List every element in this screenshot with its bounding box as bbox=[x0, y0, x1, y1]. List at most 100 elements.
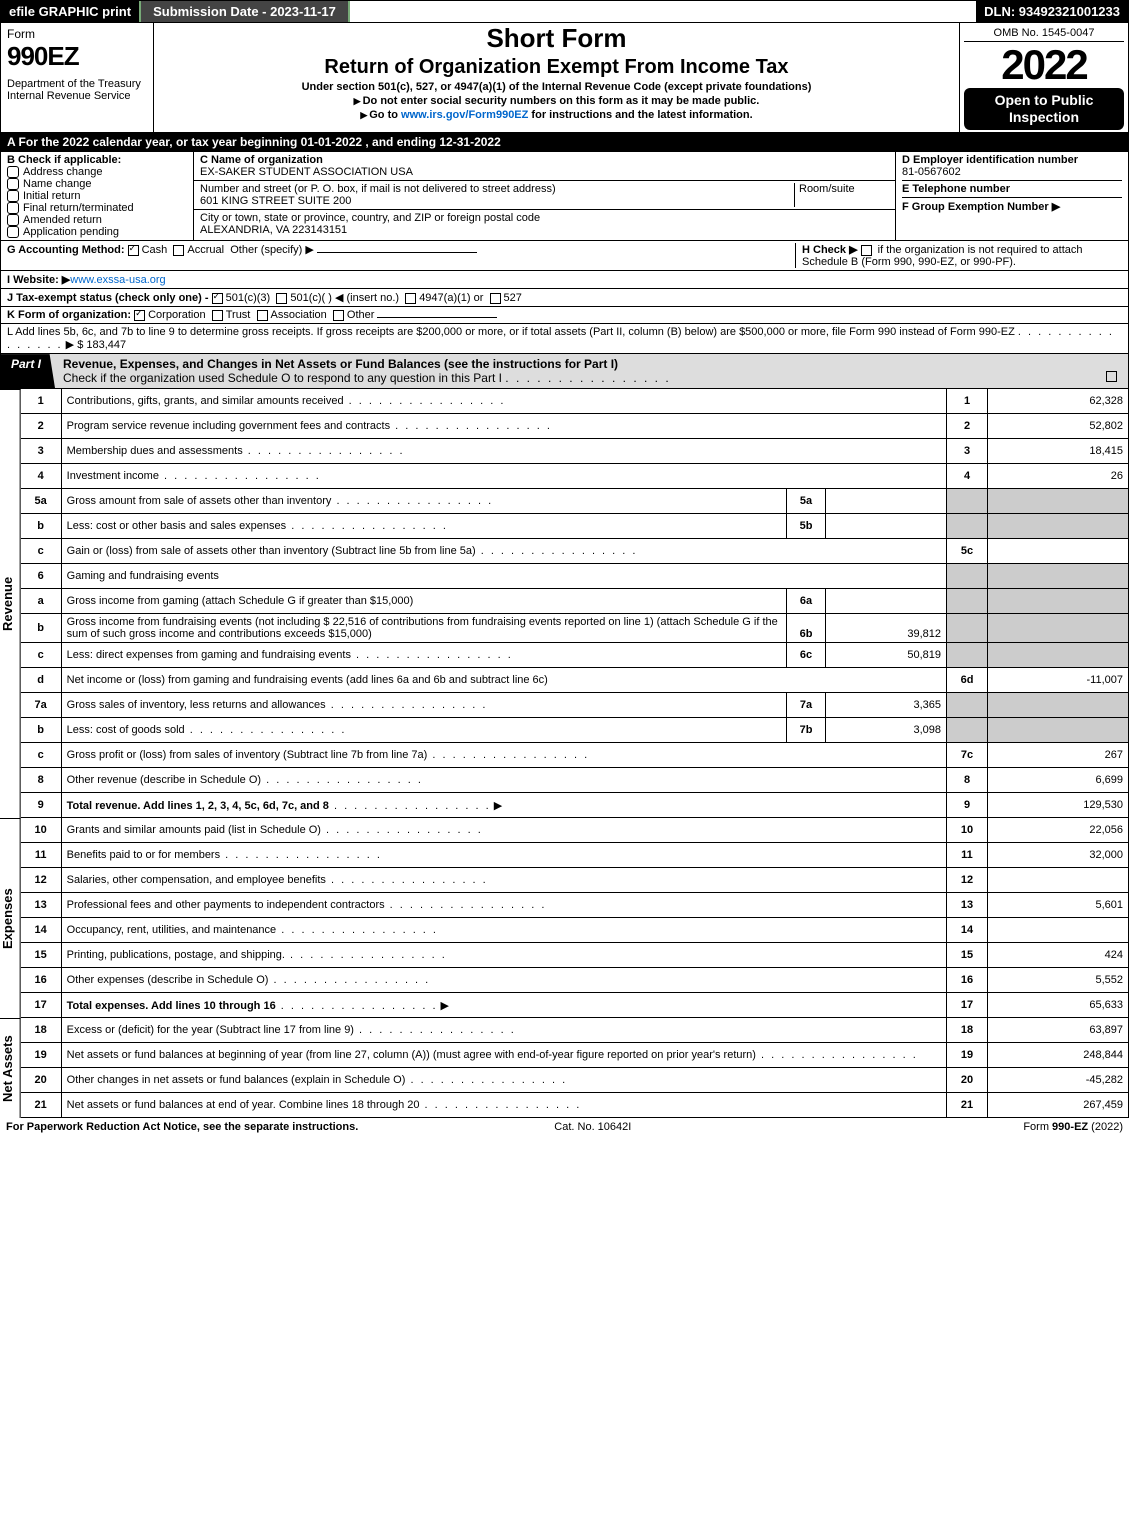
line-1: 1Contributions, gifts, grants, and simil… bbox=[21, 389, 1129, 414]
expenses-label: Expenses bbox=[0, 818, 21, 1018]
part1-checkbox[interactable] bbox=[1106, 371, 1117, 382]
expenses-table: 10Grants and similar amounts paid (list … bbox=[21, 818, 1129, 1018]
line-6d: dNet income or (loss) from gaming and fu… bbox=[21, 668, 1129, 693]
b-opt-1[interactable]: Name change bbox=[7, 178, 187, 190]
j-4947[interactable] bbox=[405, 293, 416, 304]
part1-header: Part I Revenue, Expenses, and Changes in… bbox=[0, 354, 1129, 389]
org-name: EX-SAKER STUDENT ASSOCIATION USA bbox=[200, 166, 413, 178]
return-title: Return of Organization Exempt From Incom… bbox=[160, 56, 953, 79]
header-left: Form 990EZ Department of the Treasury In… bbox=[1, 23, 154, 132]
footer-left: For Paperwork Reduction Act Notice, see … bbox=[6, 1121, 358, 1133]
line-16: 16Other expenses (describe in Schedule O… bbox=[21, 968, 1129, 993]
k-other[interactable] bbox=[333, 310, 344, 321]
b-opt-0[interactable]: Address change bbox=[7, 166, 187, 178]
room-suite: Room/suite bbox=[794, 183, 889, 207]
header-mid: Short Form Return of Organization Exempt… bbox=[154, 23, 959, 132]
e-label: E Telephone number bbox=[902, 180, 1122, 195]
line-7b: bLess: cost of goods sold7b3,098 bbox=[21, 718, 1129, 743]
efile-print[interactable]: efile GRAPHIC print bbox=[1, 1, 139, 22]
line-6b: bGross income from fundraising events (n… bbox=[21, 614, 1129, 643]
bullet-1: Do not enter social security numbers on … bbox=[160, 95, 953, 107]
line-6c: cLess: direct expenses from gaming and f… bbox=[21, 643, 1129, 668]
cash-check[interactable] bbox=[128, 245, 139, 256]
part1-tab: Part I bbox=[1, 354, 55, 388]
line-2: 2Program service revenue including gover… bbox=[21, 414, 1129, 439]
line-5a: 5aGross amount from sale of assets other… bbox=[21, 489, 1129, 514]
org-street: 601 KING STREET SUITE 200 bbox=[200, 195, 351, 207]
b-opt-3[interactable]: Final return/terminated bbox=[7, 202, 187, 214]
line-7a: 7aGross sales of inventory, less returns… bbox=[21, 693, 1129, 718]
irs-link[interactable]: www.irs.gov/Form990EZ bbox=[401, 109, 528, 121]
j-527[interactable] bbox=[490, 293, 501, 304]
form-header: Form 990EZ Department of the Treasury In… bbox=[0, 23, 1129, 133]
line-5c: cGain or (loss) from sale of assets othe… bbox=[21, 539, 1129, 564]
h-check: H Check ▶ if the organization is not req… bbox=[795, 243, 1122, 268]
ein: 81-0567602 bbox=[902, 166, 1122, 178]
line-5b: bLess: cost or other basis and sales exp… bbox=[21, 514, 1129, 539]
col-def: D Employer identification number 81-0567… bbox=[896, 152, 1128, 241]
j-501c3[interactable] bbox=[212, 293, 223, 304]
c-city: City or town, state or province, country… bbox=[194, 210, 895, 238]
f-label: F Group Exemption Number ▶ bbox=[902, 197, 1122, 213]
footer-mid: Cat. No. 10642I bbox=[554, 1121, 631, 1133]
omb-number: OMB No. 1545-0047 bbox=[964, 25, 1124, 42]
tax-year: 2022 bbox=[964, 44, 1124, 86]
part1-title: Revenue, Expenses, and Changes in Net As… bbox=[55, 354, 1128, 388]
topbar: efile GRAPHIC print Submission Date - 20… bbox=[0, 0, 1129, 23]
row-gh: G Accounting Method: Cash Accrual Other … bbox=[0, 241, 1129, 271]
accrual-check[interactable] bbox=[173, 245, 184, 256]
row-a: A For the 2022 calendar year, or tax yea… bbox=[0, 133, 1129, 152]
expenses-section: Expenses 10Grants and similar amounts pa… bbox=[0, 818, 1129, 1018]
footer-right: Form 990-EZ (2022) bbox=[1023, 1121, 1123, 1133]
d-label: D Employer identification number bbox=[902, 154, 1122, 166]
gross-receipts: $ 183,447 bbox=[77, 339, 126, 351]
b-opt-2[interactable]: Initial return bbox=[7, 190, 187, 202]
line-13: 13Professional fees and other payments t… bbox=[21, 893, 1129, 918]
line-6: 6Gaming and fundraising events bbox=[21, 564, 1129, 589]
k-corp[interactable] bbox=[134, 310, 145, 321]
netassets-label: Net Assets bbox=[0, 1018, 21, 1118]
j-501c[interactable] bbox=[276, 293, 287, 304]
row-i: I Website: ▶www.exssa-usa.org bbox=[0, 271, 1129, 289]
k-assoc[interactable] bbox=[257, 310, 268, 321]
line-18: 18Excess or (deficit) for the year (Subt… bbox=[21, 1018, 1129, 1043]
line-8: 8Other revenue (describe in Schedule O)8… bbox=[21, 768, 1129, 793]
row-k: K Form of organization: Corporation Trus… bbox=[0, 307, 1129, 324]
header-right: OMB No. 1545-0047 2022 Open to Public In… bbox=[959, 23, 1128, 132]
c-name: C Name of organization EX-SAKER STUDENT … bbox=[194, 152, 895, 181]
website-link[interactable]: www.exssa-usa.org bbox=[70, 274, 165, 286]
revenue-label: Revenue bbox=[0, 389, 21, 818]
footer: For Paperwork Reduction Act Notice, see … bbox=[0, 1118, 1129, 1136]
b-label: B Check if applicable: bbox=[7, 154, 187, 166]
form-word: Form bbox=[7, 27, 147, 41]
block-bcdef: B Check if applicable: Address change Na… bbox=[0, 152, 1129, 242]
line-21: 21Net assets or fund balances at end of … bbox=[21, 1093, 1129, 1118]
col-c: C Name of organization EX-SAKER STUDENT … bbox=[194, 152, 896, 241]
line-10: 10Grants and similar amounts paid (list … bbox=[21, 818, 1129, 843]
form-number: 990EZ bbox=[7, 41, 147, 72]
under-section: Under section 501(c), 527, or 4947(a)(1)… bbox=[160, 81, 953, 93]
g-accounting: G Accounting Method: Cash Accrual Other … bbox=[7, 243, 795, 268]
b-opt-5[interactable]: Application pending bbox=[7, 226, 187, 238]
line-4: 4Investment income426 bbox=[21, 464, 1129, 489]
bullet-2: Go to www.irs.gov/Form990EZ for instruct… bbox=[160, 109, 953, 121]
line-11: 11Benefits paid to or for members1132,00… bbox=[21, 843, 1129, 868]
open-public: Open to Public Inspection bbox=[964, 88, 1124, 130]
dept-treasury: Department of the Treasury Internal Reve… bbox=[7, 78, 147, 102]
submission-date: Submission Date - 2023-11-17 bbox=[139, 1, 350, 22]
netassets-table: 18Excess or (deficit) for the year (Subt… bbox=[21, 1018, 1129, 1118]
org-city: ALEXANDRIA, VA 223143151 bbox=[200, 224, 347, 236]
line-3: 3Membership dues and assessments318,415 bbox=[21, 439, 1129, 464]
dln: DLN: 93492321001233 bbox=[976, 1, 1128, 22]
line-15: 15Printing, publications, postage, and s… bbox=[21, 943, 1129, 968]
line-19: 19Net assets or fund balances at beginni… bbox=[21, 1043, 1129, 1068]
line-20: 20Other changes in net assets or fund ba… bbox=[21, 1068, 1129, 1093]
line-7c: cGross profit or (loss) from sales of in… bbox=[21, 743, 1129, 768]
k-trust[interactable] bbox=[212, 310, 223, 321]
short-form-title: Short Form bbox=[160, 23, 953, 54]
revenue-table: 1Contributions, gifts, grants, and simil… bbox=[21, 389, 1129, 818]
line-6a: aGross income from gaming (attach Schedu… bbox=[21, 589, 1129, 614]
h-checkbox[interactable] bbox=[861, 245, 872, 256]
b-opt-4[interactable]: Amended return bbox=[7, 214, 187, 226]
line-17: 17Total expenses. Add lines 10 through 1… bbox=[21, 993, 1129, 1018]
